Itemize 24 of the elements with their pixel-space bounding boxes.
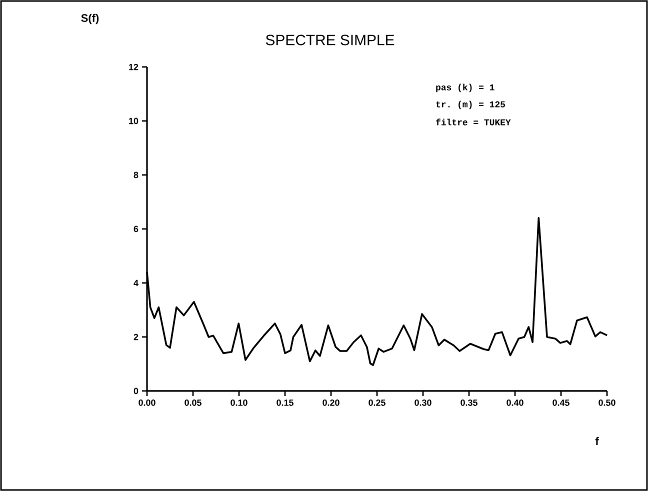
x-tick-label: 0.30 — [414, 400, 432, 406]
x-tick-label: 0.05 — [184, 400, 202, 406]
y-tick-label: 10 — [129, 118, 138, 124]
y-tick-label: 4 — [134, 280, 138, 286]
annotation: pas (k) = 1 — [436, 84, 494, 92]
y-tick-label: 8 — [134, 172, 138, 178]
x-tick-label: 0.35 — [460, 400, 478, 406]
y-tick-label: 12 — [129, 64, 138, 70]
x-tick-label: 0.50 — [598, 400, 616, 406]
x-tick-label: 0.45 — [552, 400, 570, 406]
y-tick-label: 0 — [134, 388, 138, 394]
x-tick-label: 0.25 — [368, 400, 386, 406]
x-tick-label: 0.15 — [276, 400, 294, 406]
y-tick-label: 2 — [134, 334, 138, 340]
y-axis-title: S(f) — [81, 14, 99, 24]
chart-title: SPECTRE SIMPLE — [266, 34, 394, 46]
x-tick-label: 0.20 — [322, 400, 340, 406]
x-axis-title: f — [595, 437, 599, 445]
x-tick-label: 0.10 — [230, 400, 248, 406]
annotation: tr. (m) = 125 — [436, 100, 506, 110]
x-tick-label: 0.00 — [138, 400, 156, 406]
annotation: filtre = TUKEY — [436, 118, 511, 126]
x-tick-label: 0.40 — [506, 400, 524, 406]
y-tick-label: 6 — [134, 226, 138, 232]
